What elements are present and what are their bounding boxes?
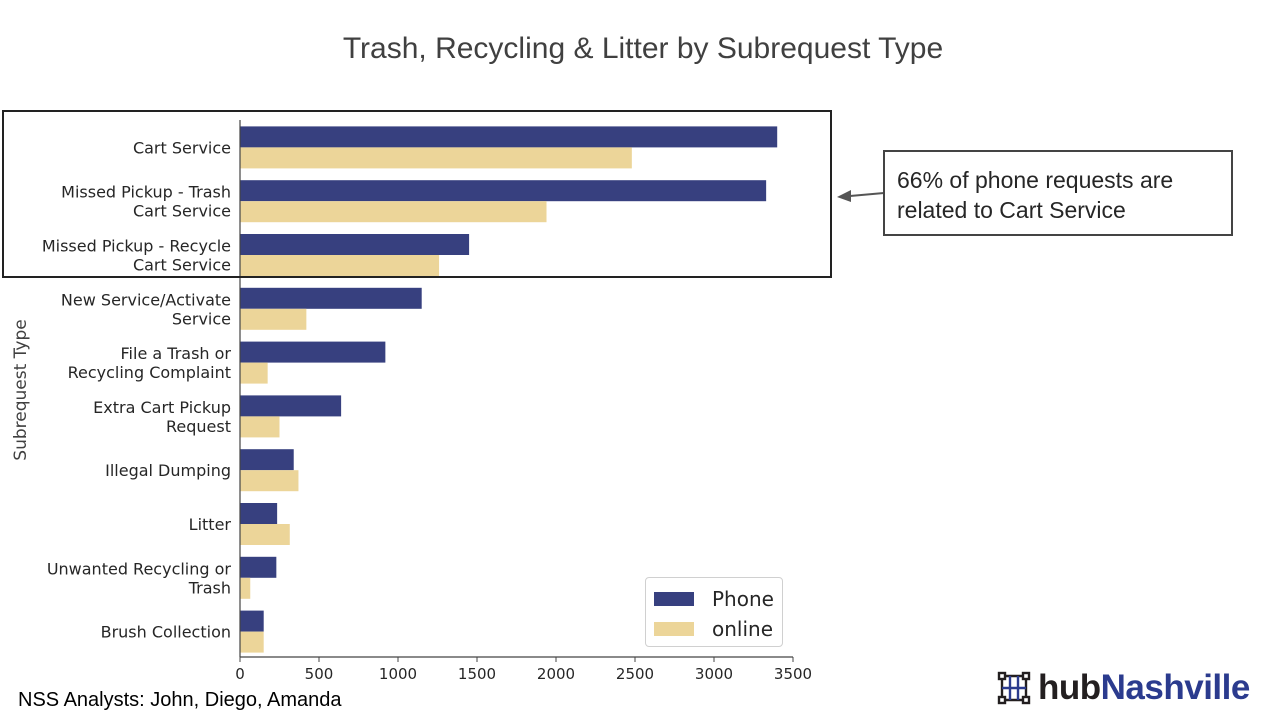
callout-box: 66% of phone requests are related to Car… [883, 150, 1233, 236]
category-label-4: File a Trash or Recycling Complaint [68, 344, 232, 382]
x-tick-label-1000: 1000 [379, 665, 417, 683]
x-tick-label-3000: 3000 [695, 665, 733, 683]
category-label-8: Unwanted Recycling or Trash [47, 559, 232, 597]
x-tick-label-3500: 3500 [774, 665, 812, 683]
x-tick-label-2000: 2000 [537, 665, 575, 683]
bar-phone-3 [240, 287, 422, 309]
bar-phone-1 [240, 180, 767, 202]
x-tick-label-2500: 2500 [616, 665, 654, 683]
bar-online-5 [240, 416, 280, 438]
bar-online-7 [240, 524, 290, 545]
category-label-5: Extra Cart Pickup Request [93, 398, 231, 436]
bars-group [240, 126, 778, 653]
bar-online-1 [240, 201, 547, 223]
bar-phone-6 [240, 449, 294, 471]
legend-swatch-online [654, 622, 694, 636]
bar-online-8 [240, 577, 251, 599]
bar-phone-8 [240, 556, 277, 578]
callout-arrow [849, 192, 885, 197]
category-label-3: New Service/Activate Service [61, 290, 231, 328]
legend-swatch-phone [654, 592, 694, 606]
hub-network-icon [997, 671, 1031, 705]
bar-online-6 [240, 470, 299, 492]
x-tick-label-500: 500 [305, 665, 334, 683]
bar-online-3 [240, 308, 307, 330]
x-tick-label-0: 0 [235, 665, 245, 683]
category-labels: Cart Service Missed Pickup - Trash Cart Se… [42, 138, 232, 641]
legend-item-online: online [654, 614, 774, 644]
logo-wordmark: hubNashville [1038, 668, 1250, 708]
bar-phone-0 [240, 126, 778, 148]
chart-title: Trash, Recycling & Litter by Subrequest … [342, 32, 944, 65]
y-axis-label: Subrequest Type [11, 319, 31, 460]
x-tick-label-1500: 1500 [458, 665, 496, 683]
legend-label-phone: Phone [712, 587, 774, 611]
bar-phone-7 [240, 503, 278, 524]
logo-hub-text: hub [1038, 668, 1101, 707]
bar-phone-2 [240, 234, 470, 255]
legend-item-phone: Phone [654, 584, 774, 614]
footer-analysts: NSS Analysts: John, Diego, Amanda [18, 689, 342, 711]
x-axis: 0 500 1000 1500 2000 2500 3000 3500 [235, 120, 812, 683]
legend: Phone online [645, 577, 783, 647]
callout-text: 66% of phone requests are related to Car… [897, 167, 1174, 223]
bar-online-2 [240, 255, 440, 276]
bar-phone-4 [240, 341, 386, 363]
category-label-2: Missed Pickup - Recycle Cart Service [42, 237, 231, 275]
legend-label-online: online [712, 617, 774, 641]
bar-phone-5 [240, 395, 342, 417]
logo-city-text: Nashville [1100, 668, 1251, 707]
category-label-7: Litter [189, 515, 232, 534]
category-label-0: Cart Service [133, 138, 231, 157]
callout-arrow-head [837, 190, 851, 202]
category-label-1: Missed Pickup - Trash Cart Service [61, 183, 231, 221]
category-label-6: Illegal Dumping [105, 461, 231, 480]
bar-online-9 [240, 631, 264, 653]
hubnashville-logo: hubNashville [996, 668, 1250, 708]
bar-online-4 [240, 362, 268, 384]
bar-online-0 [240, 147, 632, 169]
category-label-9: Brush Collection [101, 623, 231, 642]
bar-phone-9 [240, 610, 264, 632]
